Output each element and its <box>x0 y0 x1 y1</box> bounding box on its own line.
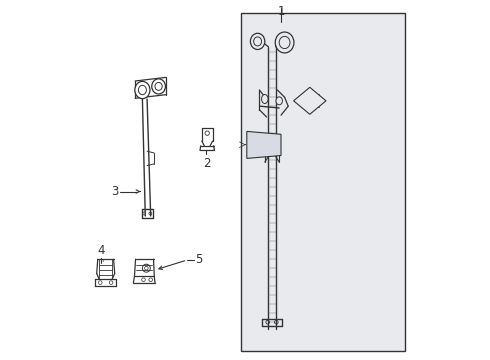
Bar <box>242 13 405 351</box>
Ellipse shape <box>135 81 150 99</box>
Ellipse shape <box>139 85 147 95</box>
Polygon shape <box>247 131 281 158</box>
Ellipse shape <box>279 36 290 49</box>
Ellipse shape <box>262 95 268 104</box>
Text: 1: 1 <box>277 5 285 18</box>
Polygon shape <box>294 87 326 114</box>
Text: 2: 2 <box>203 157 210 170</box>
Ellipse shape <box>276 97 282 105</box>
Text: 5: 5 <box>196 253 203 266</box>
Text: 3: 3 <box>112 185 119 198</box>
Text: 4: 4 <box>97 244 105 257</box>
Ellipse shape <box>155 82 162 90</box>
Bar <box>301 94 319 107</box>
Ellipse shape <box>250 33 265 50</box>
Ellipse shape <box>152 79 166 94</box>
Ellipse shape <box>275 32 294 53</box>
Ellipse shape <box>254 37 262 46</box>
